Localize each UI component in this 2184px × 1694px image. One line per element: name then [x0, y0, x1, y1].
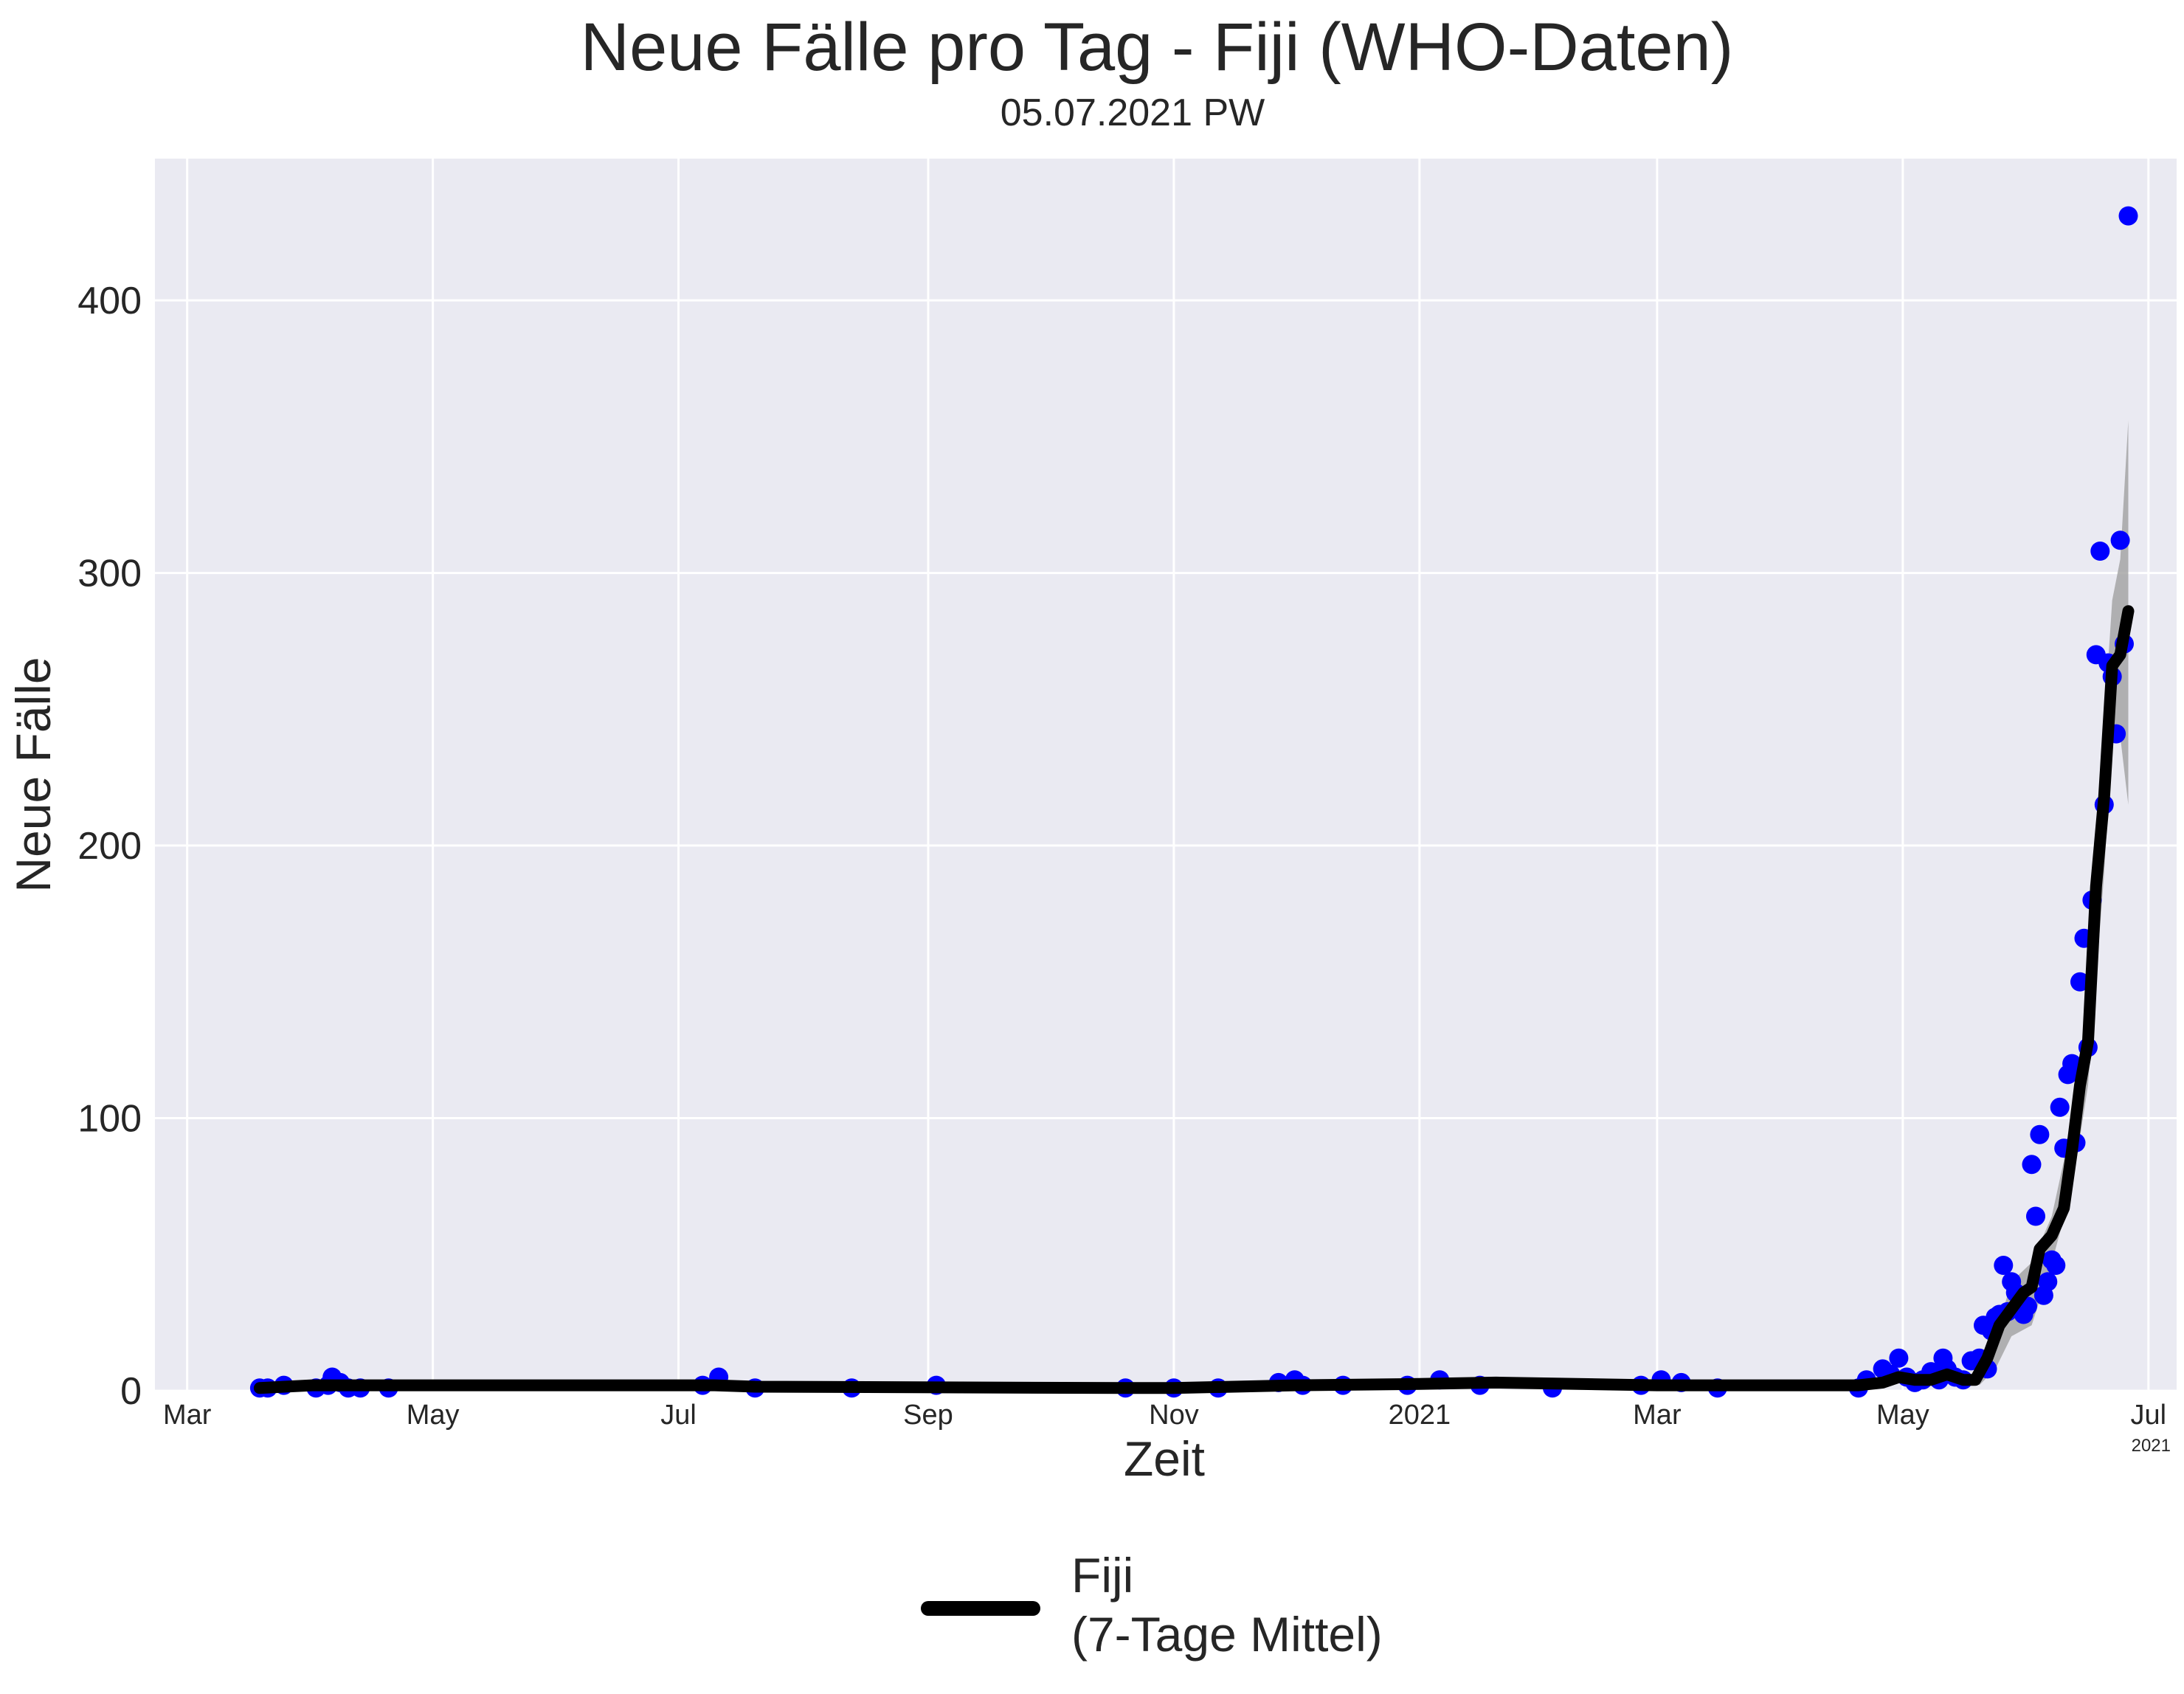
- x-tick-label: Sep: [903, 1400, 953, 1431]
- chart-subtitle: 05.07.2021 PW: [1001, 91, 1265, 134]
- data-point: [2030, 1124, 2050, 1144]
- data-point: [2118, 206, 2138, 226]
- data-point: [1994, 1256, 2014, 1275]
- data-point: [2046, 1256, 2066, 1275]
- data-point: [2062, 1054, 2082, 1074]
- x-tick-label: 2021: [1389, 1400, 1451, 1431]
- x-tick-label: Jul: [660, 1400, 697, 1431]
- data-point: [1889, 1348, 1909, 1368]
- y-tick-label: 0: [120, 1370, 142, 1413]
- data-point: [2050, 1097, 2070, 1117]
- y-tick-labels: 0 100 200 300 400: [77, 280, 142, 1413]
- x-axis-label: Zeit: [1124, 1431, 1205, 1486]
- data-point: [2110, 530, 2130, 550]
- legend-label-line-2: (7-Tage Mittel): [1071, 1607, 1383, 1662]
- data-point: [2026, 1206, 2045, 1226]
- y-tick-label: 100: [77, 1098, 142, 1141]
- x-tick-label: May: [1876, 1400, 1929, 1431]
- x-tick-label: Mar: [1633, 1400, 1682, 1431]
- data-point: [2038, 1272, 2058, 1292]
- rolling-mean-line: [253, 605, 2135, 1394]
- legend: Fiji (7-Tage Mittel): [921, 1548, 1383, 1662]
- x-tick-labels: Mar May Jul Sep Nov 2021 Mar May Jul: [163, 1400, 2166, 1431]
- data-point: [2022, 1155, 2042, 1175]
- y-tick-label: 400: [77, 280, 142, 322]
- x-tick-label: Nov: [1149, 1400, 1199, 1431]
- y-axis-label: Neue Fälle: [6, 657, 61, 892]
- plot-area: [155, 159, 2177, 1391]
- x-tick-label: Mar: [163, 1400, 212, 1431]
- legend-label: Fiji (7-Tage Mittel): [1071, 1548, 1383, 1662]
- x-tick-label: Jul: [2131, 1400, 2167, 1431]
- y-tick-label: 200: [77, 825, 142, 868]
- data-point: [2070, 972, 2090, 992]
- rolling-mean-layer: [253, 605, 2135, 1394]
- x-offset-label: 2021: [2132, 1436, 2171, 1456]
- x-tick-label: May: [407, 1400, 460, 1431]
- y-tick-label: 300: [77, 553, 142, 595]
- data-point: [2090, 542, 2110, 561]
- legend-label-line-1: Fiji: [1071, 1548, 1133, 1603]
- chart-title: Neue Fälle pro Tag - Fiji (WHO-Daten): [581, 10, 1734, 85]
